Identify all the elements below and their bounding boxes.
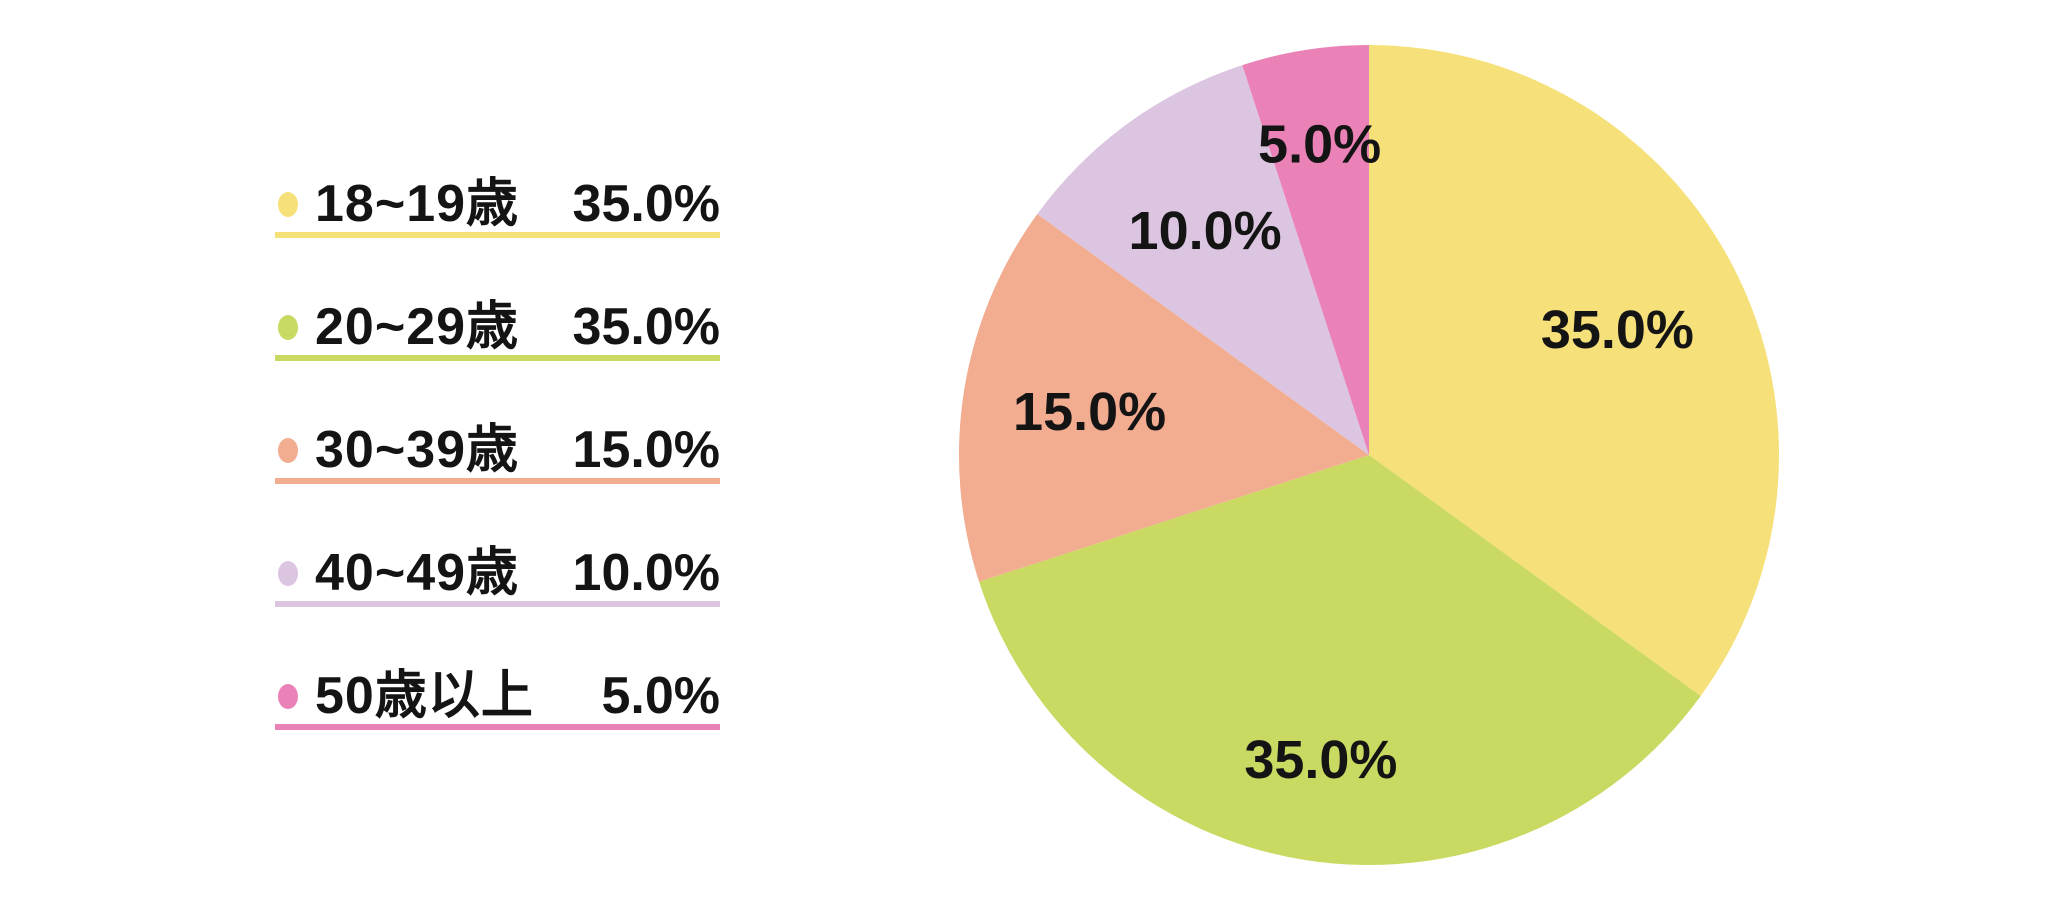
legend-swatch-dot <box>278 191 298 217</box>
legend-swatch-dot <box>278 683 298 709</box>
legend-label: 50歳以上 <box>315 667 534 725</box>
pie-slice-label-0: 35.0% <box>1541 300 1694 360</box>
legend-swatch-dot <box>278 437 298 463</box>
legend-row-30-39: 30~39歳 15.0% <box>275 422 720 484</box>
legend-row-18-19: 18~19歳 35.0% <box>275 176 720 238</box>
legend-label: 30~39歳 <box>315 421 520 479</box>
pie-slice-label-1: 35.0% <box>1244 730 1397 790</box>
legend-value: 35.0% <box>572 298 720 356</box>
legend-label: 18~19歳 <box>315 175 520 233</box>
pie-slice-0 <box>1369 45 1780 696</box>
pie-slice-label-3: 10.0% <box>1129 201 1282 261</box>
legend-swatch-dot <box>278 560 298 586</box>
pie-slice-2 <box>959 214 1369 582</box>
legend-value: 10.0% <box>572 544 720 602</box>
chart-legend: 18~19歳 35.0% 20~29歳 35.0% 30~39歳 15.0% 4… <box>275 176 720 730</box>
legend-label: 20~29歳 <box>315 298 520 356</box>
pie-slice-label-4: 5.0% <box>1258 115 1381 175</box>
legend-swatch-dot <box>278 314 298 340</box>
legend-value: 5.0% <box>601 667 720 725</box>
pie-slice-1 <box>979 455 1701 865</box>
legend-label: 40~49歳 <box>315 544 520 602</box>
legend-value: 35.0% <box>572 175 720 233</box>
pie-slice-4 <box>1242 45 1369 455</box>
legend-row-20-29: 20~29歳 35.0% <box>275 299 720 361</box>
legend-row-40-49: 40~49歳 10.0% <box>275 545 720 607</box>
pie-slice-label-2: 15.0% <box>1013 382 1166 442</box>
legend-value: 15.0% <box>572 421 720 479</box>
legend-row-50-plus: 50歳以上 5.0% <box>275 668 720 730</box>
pie-slice-3 <box>1037 65 1369 455</box>
